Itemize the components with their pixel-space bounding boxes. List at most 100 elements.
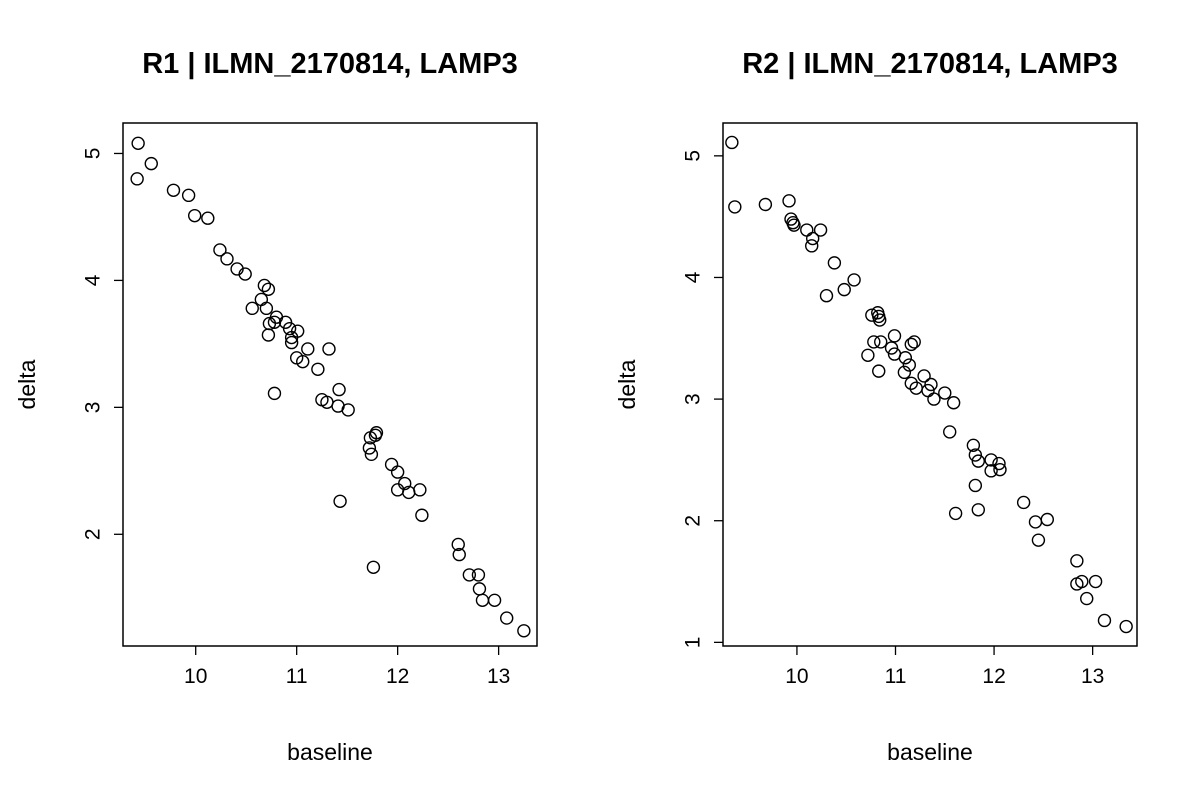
data-point: [984, 453, 998, 467]
data-point: [898, 351, 913, 365]
data-point: [1016, 495, 1031, 510]
y-tick-label: 4: [682, 271, 705, 283]
data-point: [968, 478, 983, 493]
data-point: [1075, 574, 1089, 589]
data-point: [475, 593, 490, 608]
data-point: [884, 341, 899, 355]
data-point: [728, 200, 742, 214]
data-point: [254, 292, 269, 307]
data-point: [924, 377, 938, 392]
data-point: [462, 568, 477, 582]
data-point: [867, 335, 881, 349]
x-tick-label: 13: [487, 665, 510, 688]
data-point: [181, 188, 196, 203]
data-point: [144, 156, 158, 171]
data-point: [471, 568, 486, 582]
chart-title: R1 | ILMN_2170814, LAMP3: [142, 48, 518, 80]
data-point: [311, 362, 325, 376]
data-point: [873, 313, 887, 327]
data-point: [332, 382, 346, 397]
data-point: [363, 431, 378, 445]
data-point: [390, 465, 405, 479]
y-axis-label: delta: [14, 359, 40, 409]
data-point: [787, 218, 801, 232]
data-point: [847, 273, 861, 287]
data-point: [322, 342, 336, 356]
y-tick-label: 5: [82, 148, 105, 160]
data-point: [938, 386, 952, 400]
x-axis-label: baseline: [887, 739, 973, 765]
data-point: [725, 135, 739, 150]
x-tick-label: 11: [286, 665, 308, 688]
data-point: [907, 335, 921, 349]
data-point: [943, 425, 957, 439]
x-tick-label: 12: [982, 665, 1005, 688]
data-point: [131, 136, 145, 151]
data-point: [909, 381, 923, 395]
data-point: [487, 593, 502, 608]
data-point: [284, 330, 299, 345]
y-tick-label: 2: [82, 528, 105, 540]
data-point: [187, 208, 202, 223]
data-point: [897, 365, 912, 380]
plot-frame: [722, 122, 1138, 647]
data-point: [874, 335, 888, 349]
data-point: [1040, 512, 1055, 527]
data-point: [1088, 574, 1103, 589]
data-point: [827, 256, 842, 270]
data-point: [472, 582, 487, 596]
data-point: [364, 447, 379, 462]
data-point: [800, 223, 814, 237]
data-point: [971, 503, 985, 517]
data-point: [805, 239, 819, 253]
data-point: [282, 321, 297, 336]
data-point: [904, 337, 918, 352]
data-point: [1080, 591, 1094, 606]
data-point: [1031, 533, 1046, 547]
data-point: [341, 403, 355, 417]
data-point: [384, 457, 399, 472]
data-point: [872, 364, 886, 378]
data-point: [837, 282, 851, 297]
data-point: [301, 342, 315, 356]
data-point: [259, 301, 274, 316]
x-tick-label: 12: [386, 665, 409, 688]
data-point: [984, 464, 998, 478]
data-point: [993, 462, 1007, 477]
data-point: [758, 197, 773, 212]
data-point: [902, 358, 916, 372]
data-point: [130, 172, 144, 186]
data-point: [806, 231, 820, 246]
data-point: [413, 483, 427, 497]
y-tick-label: 3: [682, 393, 705, 405]
data-point: [213, 243, 227, 257]
data-point: [1119, 619, 1133, 634]
data-point: [819, 289, 834, 303]
data-point: [452, 547, 466, 562]
x-axis-label: baseline: [287, 739, 373, 765]
data-point: [201, 211, 215, 225]
data-point: [333, 494, 347, 508]
data-point: [1070, 554, 1084, 568]
data-point: [971, 454, 985, 468]
x-tick-label: 10: [785, 665, 808, 688]
data-point: [813, 223, 828, 237]
scatter-panel-1: R1 | ILMN_2170814, LAMP3 10 11 12 13 2 3 4 5 base…: [14, 48, 538, 765]
data-point: [261, 328, 276, 342]
x-tick-label: 13: [1081, 665, 1104, 688]
data-point: [865, 308, 879, 322]
data-point: [366, 560, 381, 574]
data-point: [267, 386, 282, 401]
chart-title: R2 | ILMN_2170814, LAMP3: [742, 48, 1118, 80]
data-point: [451, 537, 465, 552]
data-point: [220, 252, 234, 266]
data-point: [1028, 515, 1043, 529]
data-point: [390, 483, 405, 497]
data-point: [887, 329, 902, 343]
plot-frame: [122, 122, 538, 647]
data-point: [245, 301, 259, 316]
data-point: [284, 335, 299, 350]
data-point: [904, 376, 918, 390]
